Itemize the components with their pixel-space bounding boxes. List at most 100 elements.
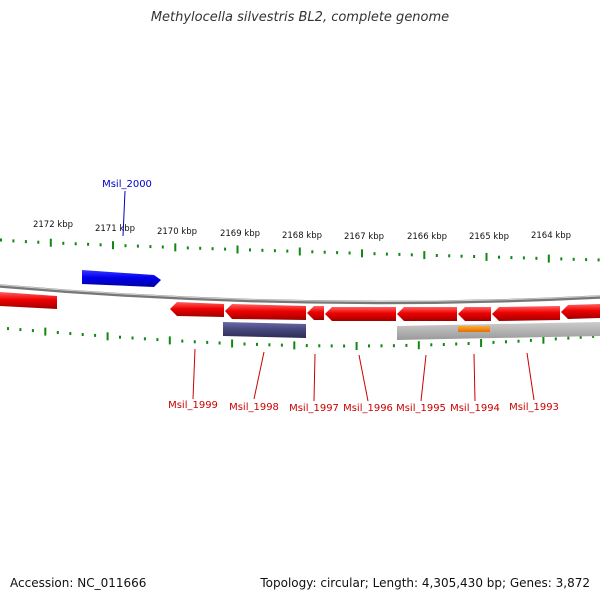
scale-tick bbox=[149, 245, 152, 249]
scale-tick bbox=[24, 240, 27, 244]
gene-label-msil-1997[interactable]: Msil_1997 bbox=[289, 403, 339, 414]
scale-tick bbox=[286, 249, 289, 253]
scale-tick bbox=[131, 336, 134, 340]
gene-msil-1993[interactable] bbox=[492, 306, 560, 321]
scale-tick bbox=[522, 256, 525, 260]
scale-tick bbox=[330, 344, 333, 348]
scale-tick bbox=[261, 248, 264, 252]
scale-tick bbox=[529, 338, 532, 342]
scale-tick bbox=[12, 239, 15, 243]
scale-tick bbox=[243, 342, 246, 346]
gene-msil-1996[interactable] bbox=[325, 307, 396, 321]
gene-msil-1997[interactable] bbox=[307, 306, 324, 320]
gene-label-msil-1995[interactable]: Msil_1995 bbox=[396, 403, 446, 414]
scale-label: 2169 kbp bbox=[220, 229, 260, 239]
gene-label-msil-1994[interactable]: Msil_1994 bbox=[450, 403, 500, 414]
scale-tick bbox=[181, 339, 184, 343]
scale-tick bbox=[99, 243, 102, 247]
scale-tick bbox=[236, 245, 239, 254]
scale-tick bbox=[218, 341, 221, 345]
scale-label: 2171 kbp bbox=[95, 224, 135, 234]
gene-msil-1999[interactable] bbox=[170, 302, 224, 317]
scale-tick bbox=[498, 255, 500, 259]
scale-tick bbox=[256, 342, 258, 346]
scale-tick bbox=[505, 340, 507, 344]
scale-tick bbox=[168, 336, 171, 345]
scale-tick bbox=[49, 238, 52, 247]
scale-tick bbox=[249, 248, 251, 252]
scale-tick bbox=[392, 344, 395, 348]
scale-tick bbox=[435, 254, 438, 257]
scale-tick bbox=[323, 250, 326, 254]
scale-tick bbox=[361, 249, 363, 258]
purple-feature bbox=[223, 322, 306, 338]
gene-left-partial[interactable] bbox=[0, 292, 57, 309]
gene-label-msil-1998[interactable]: Msil_1998 bbox=[229, 402, 279, 413]
scale-tick bbox=[62, 241, 65, 245]
scale-tick bbox=[74, 242, 77, 246]
scale-tick bbox=[442, 343, 445, 346]
gene-label-msil-1996[interactable]: Msil_1996 bbox=[343, 403, 393, 414]
scale-tick bbox=[398, 252, 401, 256]
gene-msil-1995[interactable] bbox=[397, 307, 457, 321]
scale-tick bbox=[112, 241, 114, 250]
scale-tick bbox=[206, 340, 209, 344]
scale-tick bbox=[224, 247, 227, 251]
scale-tick bbox=[56, 331, 59, 334]
scale-tick bbox=[567, 336, 570, 340]
scale-tick bbox=[156, 338, 159, 342]
scale-tick bbox=[31, 329, 34, 333]
scale-tick bbox=[273, 249, 276, 253]
scale-tick bbox=[231, 339, 234, 348]
scale-tick bbox=[311, 250, 314, 254]
orange-feature bbox=[458, 326, 490, 332]
scale-tick bbox=[423, 251, 426, 260]
scale-tick bbox=[305, 344, 308, 348]
scale-label: 2168 kbp bbox=[282, 231, 322, 241]
scale-tick bbox=[480, 339, 483, 347]
scale-tick bbox=[373, 252, 376, 256]
scale-tick bbox=[81, 333, 84, 336]
scale-tick bbox=[597, 258, 600, 262]
map-title: Methylocella silvestris BL2, complete ge… bbox=[150, 10, 450, 25]
gene-msil-2000[interactable] bbox=[82, 270, 161, 287]
scale-tick bbox=[0, 238, 2, 242]
scale-tick bbox=[94, 333, 97, 337]
scale-tick bbox=[343, 344, 346, 348]
scale-labels: 2172 kbp 2171 kbp 2170 kbp 2169 kbp 2168… bbox=[33, 220, 571, 242]
genome-summary-text: Topology: circular; Length: 4,305,430 bp… bbox=[260, 576, 590, 590]
scale-tick bbox=[44, 327, 47, 336]
scale-label: 2165 kbp bbox=[469, 232, 509, 242]
scale-tick bbox=[448, 254, 451, 258]
scale-label: 2164 kbp bbox=[531, 231, 571, 241]
scale-tick bbox=[124, 244, 127, 248]
gene-label-msil-2000[interactable]: Msil_2000 bbox=[102, 179, 152, 190]
scale-tick bbox=[348, 251, 351, 255]
gray-feature bbox=[397, 322, 600, 340]
label-leaders bbox=[122, 190, 535, 402]
scale-tick bbox=[417, 341, 420, 350]
accession-text: Accession: NC_011666 bbox=[10, 576, 147, 590]
gene-label-msil-1993[interactable]: Msil_1993 bbox=[509, 402, 559, 413]
scale-tick bbox=[542, 335, 545, 344]
gene-right-partial[interactable] bbox=[561, 304, 600, 319]
scale-tick bbox=[7, 327, 9, 331]
scale-tick bbox=[280, 343, 283, 347]
scale-tick bbox=[517, 339, 520, 343]
gene-msil-1994[interactable] bbox=[458, 307, 491, 321]
scale-tick bbox=[69, 332, 72, 335]
scale-tick bbox=[19, 328, 22, 332]
scale-tick bbox=[161, 245, 164, 249]
scale-tick bbox=[492, 340, 495, 344]
gene-msil-1998[interactable] bbox=[225, 304, 306, 320]
scale-tick bbox=[193, 340, 196, 344]
gene-label-msil-1999[interactable]: Msil_1999 bbox=[168, 400, 218, 411]
scale-tick bbox=[467, 342, 470, 345]
scale-tick bbox=[298, 247, 301, 256]
scale-label: 2167 kbp bbox=[344, 232, 384, 242]
scale-tick bbox=[143, 337, 146, 341]
scale-tick bbox=[268, 343, 271, 347]
scale-tick bbox=[430, 343, 433, 347]
genome-backbone bbox=[0, 284, 600, 305]
